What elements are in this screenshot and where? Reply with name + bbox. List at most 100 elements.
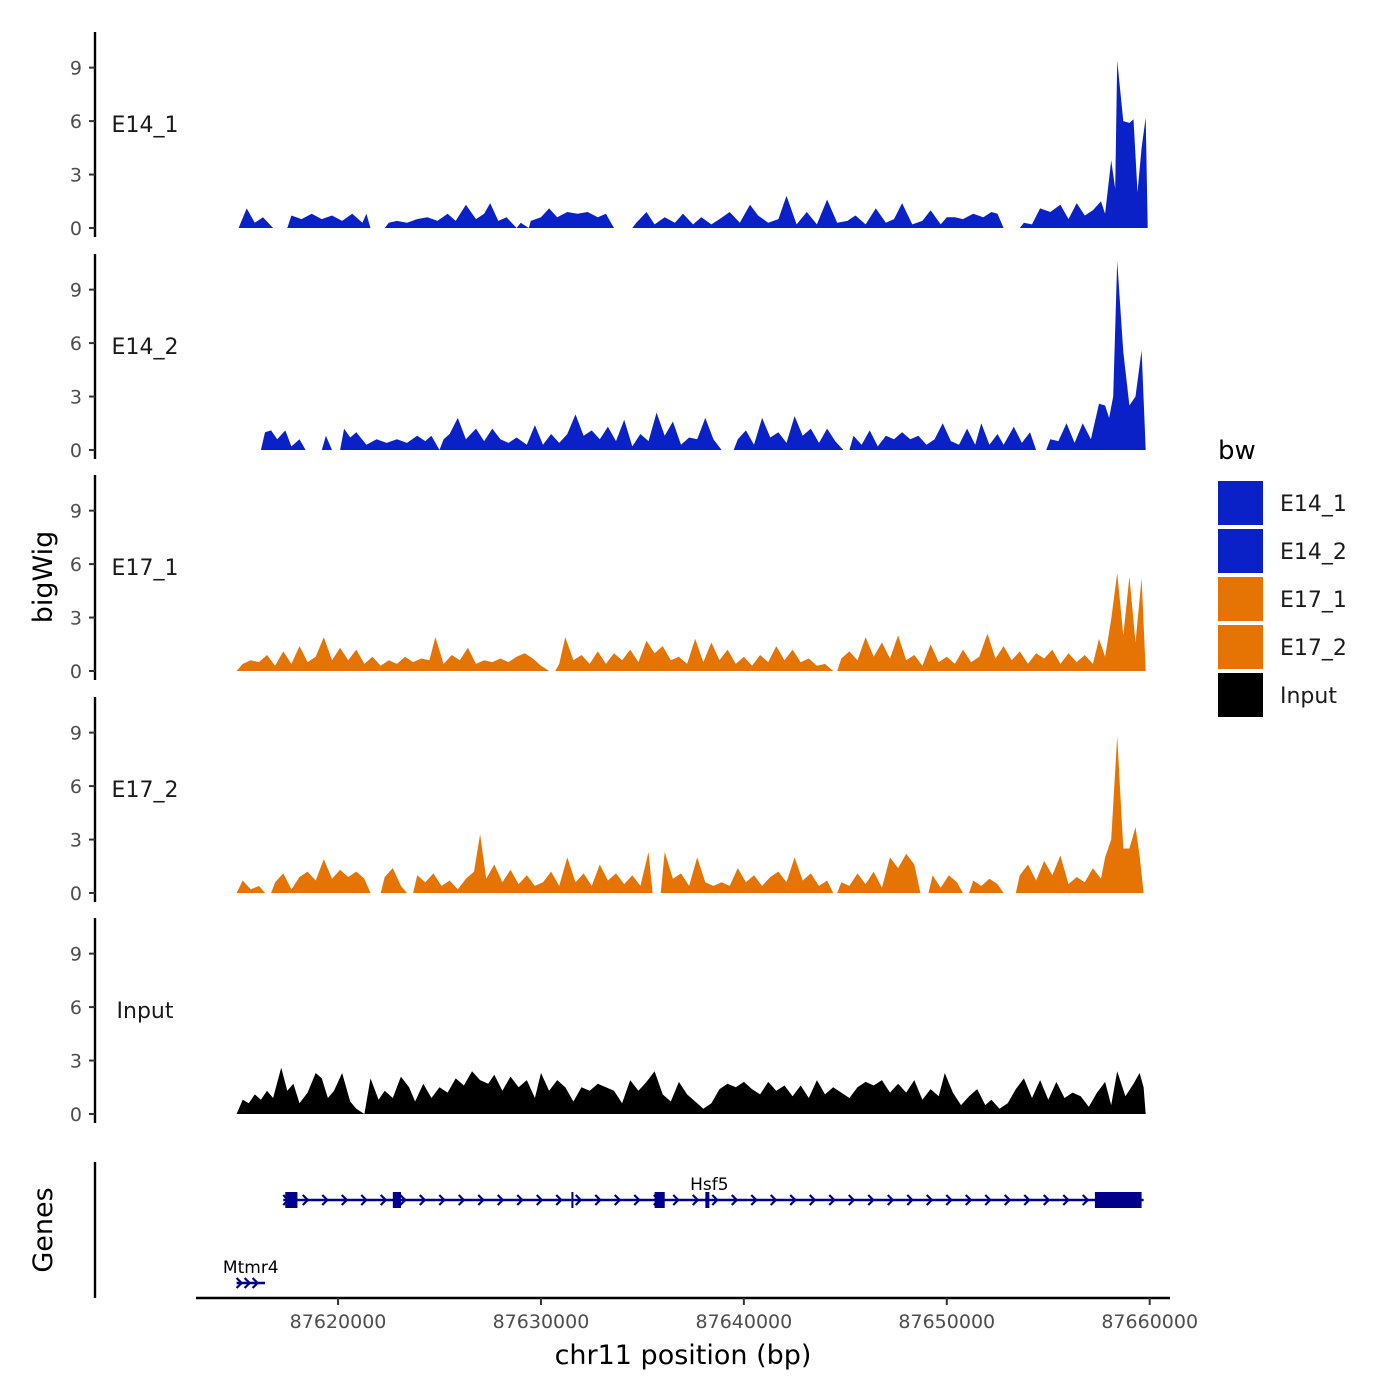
- strand-chevron: [535, 1194, 544, 1206]
- strand-chevron: [1081, 1194, 1090, 1206]
- y-tick-label: 6: [70, 776, 82, 798]
- strand-chevron: [457, 1194, 466, 1206]
- x-tick-label: 87640000: [696, 1311, 793, 1333]
- strand-chevron: [321, 1194, 329, 1206]
- strand-chevron: [477, 1194, 485, 1206]
- track-e14-1: 0 3 6 9 E14_1: [70, 32, 1148, 240]
- x-axis-title: chr11 position (bp): [555, 1340, 812, 1371]
- strand-chevron: [340, 1194, 349, 1206]
- y-axis-title: bigWig: [28, 531, 59, 624]
- x-tick-label: 87620000: [290, 1311, 387, 1333]
- legend-title: bw: [1218, 436, 1256, 466]
- y-tick-label: 9: [70, 280, 82, 302]
- y-tick-label: 3: [70, 387, 82, 409]
- legend-label-e17-2: E17_2: [1280, 636, 1347, 661]
- track-e17-2: 0 3 6 9 E17_2: [70, 697, 1144, 905]
- exon-block: [571, 1192, 574, 1208]
- strand-chevron: [711, 1194, 719, 1206]
- strand-chevron: [574, 1194, 583, 1206]
- genes-axis-title: Genes: [28, 1187, 59, 1272]
- legend-swatch-e14-1: [1218, 481, 1263, 525]
- x-axis: chr11 position (bp) 87620000 87630000 8764…: [196, 1296, 1198, 1371]
- y-tick-label: 9: [70, 58, 82, 80]
- y-tick-label: 6: [70, 333, 82, 355]
- strand-chevron: [808, 1194, 817, 1206]
- strand-chevron: [235, 1277, 244, 1289]
- legend-swatch-e17-2: [1218, 625, 1263, 669]
- strand-chevron: [633, 1194, 641, 1206]
- strand-chevron: [516, 1194, 524, 1206]
- x-tick-label: 87650000: [898, 1311, 995, 1333]
- track-e17-1: 0 3 6 9 E17_1: [70, 475, 1146, 683]
- strand-chevron: [360, 1194, 368, 1206]
- legend-label-input: Input: [1280, 684, 1337, 709]
- legend-label-e14-2: E14_2: [1280, 540, 1347, 565]
- strand-chevron: [399, 1194, 407, 1206]
- y-tick-label: 3: [70, 830, 82, 852]
- strand-chevron: [847, 1194, 856, 1206]
- track-label-input: Input: [117, 999, 174, 1024]
- strand-chevron: [984, 1194, 992, 1206]
- strand-chevron: [418, 1194, 427, 1206]
- exon-block: [654, 1192, 665, 1208]
- y-tick-label: 0: [70, 218, 82, 240]
- strand-chevron: [379, 1194, 388, 1206]
- strand-chevron: [251, 1277, 260, 1289]
- strand-chevron: [438, 1194, 446, 1206]
- y-tick-label: 0: [70, 661, 82, 683]
- gene-hsf5: Hsf5: [282, 1175, 1144, 1208]
- y-tick-label: 9: [70, 944, 82, 966]
- strand-chevron: [730, 1194, 739, 1206]
- area-e17-2: [236, 736, 1144, 893]
- strand-chevron: [1062, 1194, 1070, 1206]
- strand-chevron: [886, 1194, 895, 1206]
- legend-swatch-e17-1: [1218, 577, 1263, 621]
- exon-block: [392, 1192, 401, 1208]
- y-tick-label: 0: [70, 1104, 82, 1126]
- strand-chevron: [1042, 1194, 1051, 1206]
- area-e17-1: [236, 573, 1146, 671]
- track-label-e17-2: E17_2: [112, 778, 179, 803]
- track-label-e14-2: E14_2: [112, 335, 179, 360]
- y-tick-label: 6: [70, 111, 82, 133]
- strand-chevron: [243, 1277, 252, 1289]
- strand-chevron: [613, 1194, 622, 1206]
- track-label-e14-1: E14_1: [112, 113, 179, 138]
- tracks-layer: 0 3 6 9 E14_1 0 3 6 9 E14_2 0 3 6 9 E17_1 0 3 6 9 E17_2 0 3 6 9…: [70, 32, 1148, 1126]
- strand-chevron: [769, 1194, 778, 1206]
- area-input: [236, 1067, 1146, 1114]
- strand-chevron: [555, 1194, 563, 1206]
- exon-block: [705, 1192, 710, 1208]
- strand-chevron: [1023, 1194, 1031, 1206]
- strand-chevron: [867, 1194, 875, 1206]
- gene-mtmr4: Mtmr4: [223, 1258, 279, 1289]
- strand-chevron: [750, 1194, 758, 1206]
- strand-chevron: [906, 1194, 914, 1206]
- y-tick-label: 9: [70, 501, 82, 523]
- track-e14-2: 0 3 6 9 E14_2: [70, 254, 1146, 462]
- strand-chevron: [1003, 1194, 1012, 1206]
- strand-chevron: [691, 1194, 700, 1206]
- y-tick-label: 6: [70, 997, 82, 1019]
- track-label-e17-1: E17_1: [112, 556, 179, 581]
- area-e14-2: [260, 261, 1146, 450]
- strand-chevron: [789, 1194, 797, 1206]
- exon-block: [285, 1192, 298, 1208]
- strand-chevron: [964, 1194, 973, 1206]
- legend-swatch-input: [1218, 673, 1263, 717]
- y-tick-label: 3: [70, 1051, 82, 1073]
- x-tick-label: 87660000: [1101, 1311, 1198, 1333]
- x-tick-label: 87630000: [493, 1311, 590, 1333]
- y-tick-label: 3: [70, 165, 82, 187]
- gene-label-hsf5: Hsf5: [690, 1175, 728, 1195]
- area-e14-1: [238, 60, 1148, 228]
- strand-chevron: [828, 1194, 836, 1206]
- y-tick-label: 6: [70, 554, 82, 576]
- strand-chevron: [594, 1194, 602, 1206]
- genes-panel: Genes Hsf5 Mtmr4: [28, 1162, 1144, 1298]
- legend-swatch-e14-2: [1218, 529, 1263, 573]
- legend-label-e17-1: E17_1: [1280, 588, 1347, 613]
- y-tick-label: 3: [70, 608, 82, 630]
- legend: bw E14_1 E14_2 E17_1 E17_2 Input: [1218, 436, 1347, 717]
- strand-chevron: [925, 1194, 934, 1206]
